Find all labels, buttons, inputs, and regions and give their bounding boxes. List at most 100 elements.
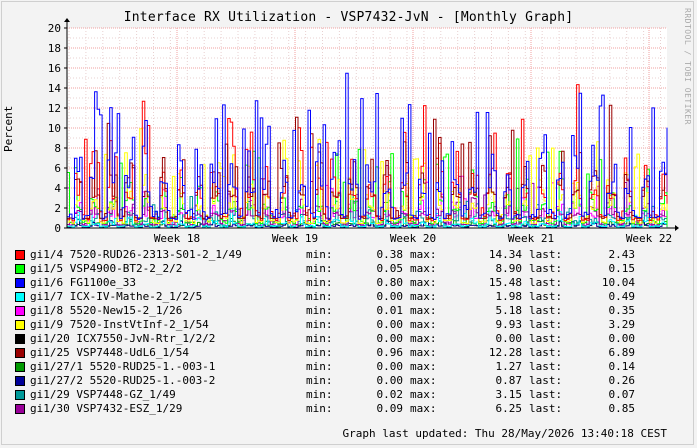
x-tick-label: Week 20: [390, 232, 436, 245]
legend-last-label: last:: [529, 290, 563, 303]
legend-min-label: min:: [306, 360, 333, 373]
legend-max-label: max:: [410, 304, 437, 317]
legend-last-label: last:: [529, 304, 563, 317]
legend-last-label: last:: [529, 346, 563, 359]
legend-last-value: 0.00: [608, 332, 636, 345]
legend-series-name: gi1/30 VSP7432-ESZ_1/29: [30, 402, 183, 415]
legend-row: gi1/27/2 5520-RUD25-1.-003-2 min: 0.00 max:…: [15, 374, 685, 388]
legend-swatch: [15, 390, 25, 400]
x-tick-label: Week 21: [508, 232, 554, 245]
y-tick-label: 0: [54, 222, 61, 235]
legend-max-value: 1.98: [495, 290, 523, 303]
legend-swatch: [15, 348, 25, 358]
legend-row: gi1/27/1 5520-RUD25-1.-003-1 min: 0.00 max:…: [15, 360, 685, 374]
legend-max-value: 14.34: [488, 248, 522, 261]
legend-swatch: [15, 292, 25, 302]
legend-last-label: last:: [529, 262, 563, 275]
legend-min-value: 0.01: [376, 304, 404, 317]
legend-row: gi1/8 5520-New15-2_1/26 min: 0.01 max: 5.18 l…: [15, 304, 685, 318]
legend-max-label: max:: [410, 248, 437, 261]
y-tick-label: 20: [48, 22, 61, 35]
legend-min-label: min:: [306, 346, 333, 359]
legend-max-value: 1.27: [495, 360, 523, 373]
y-tick-label: 18: [48, 42, 61, 55]
y-tick-label: 6: [54, 162, 61, 175]
y-tick-label: 4: [54, 182, 61, 195]
legend-row: gi1/30 VSP7432-ESZ_1/29 min: 0.09 max: 6.25 l…: [15, 402, 685, 416]
legend-min-value: 0.38: [376, 248, 404, 261]
last-updated-text: Graph last updated: Thu 28/May/2026 13:4…: [342, 427, 667, 440]
legend-min-label: min:: [306, 388, 333, 401]
legend-max-label: max:: [410, 290, 437, 303]
legend-row: gi1/6 FG1100e_33 min: 0.80 max: 15.48 last: 10…: [15, 276, 685, 290]
legend-max-value: 3.15: [495, 388, 523, 401]
legend-last-value: 0.85: [608, 402, 636, 415]
legend-row: gi1/5 VSP4900-BT2-2_2/2 min: 0.05 max: 8.90 l…: [15, 262, 685, 276]
legend-max-value: 8.90: [495, 262, 523, 275]
legend-max-label: max:: [410, 388, 437, 401]
legend-last-value: 0.14: [608, 360, 636, 373]
legend-max-value: 0.87: [495, 374, 523, 387]
legend-swatch: [15, 376, 25, 386]
legend-max-value: 15.48: [488, 276, 522, 289]
legend-min-label: min:: [306, 276, 333, 289]
legend-max-label: max:: [410, 262, 437, 275]
legend-last-value: 0.07: [608, 388, 636, 401]
legend-min-value: 0.05: [376, 262, 404, 275]
legend-swatch: [15, 362, 25, 372]
legend-max-value: 5.18: [495, 304, 523, 317]
legend-last-value: 10.04: [601, 276, 635, 289]
legend-series-name: gi1/6 FG1100e_33: [30, 276, 136, 289]
x-tick-label: Week 19: [272, 232, 318, 245]
y-axis-arrow: [64, 18, 70, 22]
y-tick-label: 16: [48, 62, 61, 75]
legend-max-label: max:: [410, 374, 437, 387]
legend-min-value: 0.80: [376, 276, 404, 289]
chart-title: Interface RX Utilization - VSP7432-JvN -…: [123, 10, 574, 25]
legend-last-label: last:: [529, 248, 563, 261]
legend-max-label: max:: [410, 332, 437, 345]
legend: gi1/4 7520-RUD26-2313-S01-2_1/49 min: 0.38…: [15, 248, 685, 416]
legend-row: gi1/20 ICX7550-JvN-Rtr_1/2/2 min: 0.00 max:…: [15, 332, 685, 346]
y-tick-label: 10: [48, 122, 61, 135]
legend-series-name: gi1/25 VSP7448-UdL6_1/54: [30, 346, 189, 359]
legend-min-label: min:: [306, 318, 333, 331]
legend-max-value: 9.93: [495, 318, 523, 331]
y-tick-label: 14: [48, 82, 62, 95]
legend-swatch: [15, 306, 25, 316]
legend-min-label: min:: [306, 304, 333, 317]
chart-plot: 0 2 4 6 8 10 12 14 16 18 20 Week 18 Week 19 Week 20 We…: [48, 18, 679, 245]
legend-series-name: gi1/29 VSP7448-GZ_1/49: [30, 388, 176, 401]
legend-row: gi1/25 VSP7448-UdL6_1/54 min: 0.96 max: 12.2…: [15, 346, 685, 360]
rrdtool-watermark: RRDTOOL / TOBI OETIKER: [683, 8, 692, 125]
legend-max-value: 12.28: [488, 346, 522, 359]
legend-row: gi1/29 VSP7448-GZ_1/49 min: 0.02 max: 3.15 la…: [15, 388, 685, 402]
legend-min-value: 0.09: [376, 402, 404, 415]
legend-last-label: last:: [529, 388, 563, 401]
legend-series-name: gi1/5 VSP4900-BT2-2_2/2: [30, 262, 183, 275]
legend-swatch: [15, 250, 25, 260]
legend-max-label: max:: [410, 318, 437, 331]
legend-last-value: 0.35: [608, 304, 636, 317]
y-tick-label: 12: [48, 102, 61, 115]
legend-last-label: last:: [529, 318, 563, 331]
legend-max-label: max:: [410, 360, 437, 373]
legend-series-name: gi1/9 7520-InstVtInf-2_1/54: [30, 318, 209, 331]
legend-swatch: [15, 264, 25, 274]
legend-series-name: gi1/27/2 5520-RUD25-1.-003-2: [30, 374, 216, 387]
legend-min-value: 0.02: [376, 388, 404, 401]
legend-series-name: gi1/20 ICX7550-JvN-Rtr_1/2/2: [30, 332, 216, 345]
legend-series-name: gi1/4 7520-RUD26-2313-S01-2_1/49: [30, 248, 242, 261]
legend-min-label: min:: [306, 374, 333, 387]
legend-max-value: 0.00: [495, 332, 523, 345]
legend-min-value: 0.00: [376, 332, 404, 345]
x-axis-arrow: [675, 225, 679, 231]
legend-min-label: min:: [306, 402, 333, 415]
legend-last-value: 0.15: [608, 262, 636, 275]
legend-series-name: gi1/8 5520-New15-2_1/26: [30, 304, 183, 317]
legend-min-value: 0.00: [376, 360, 404, 373]
legend-min-label: min:: [306, 262, 333, 275]
legend-series-name: gi1/27/1 5520-RUD25-1.-003-1: [30, 360, 216, 373]
legend-last-label: last:: [529, 332, 563, 345]
